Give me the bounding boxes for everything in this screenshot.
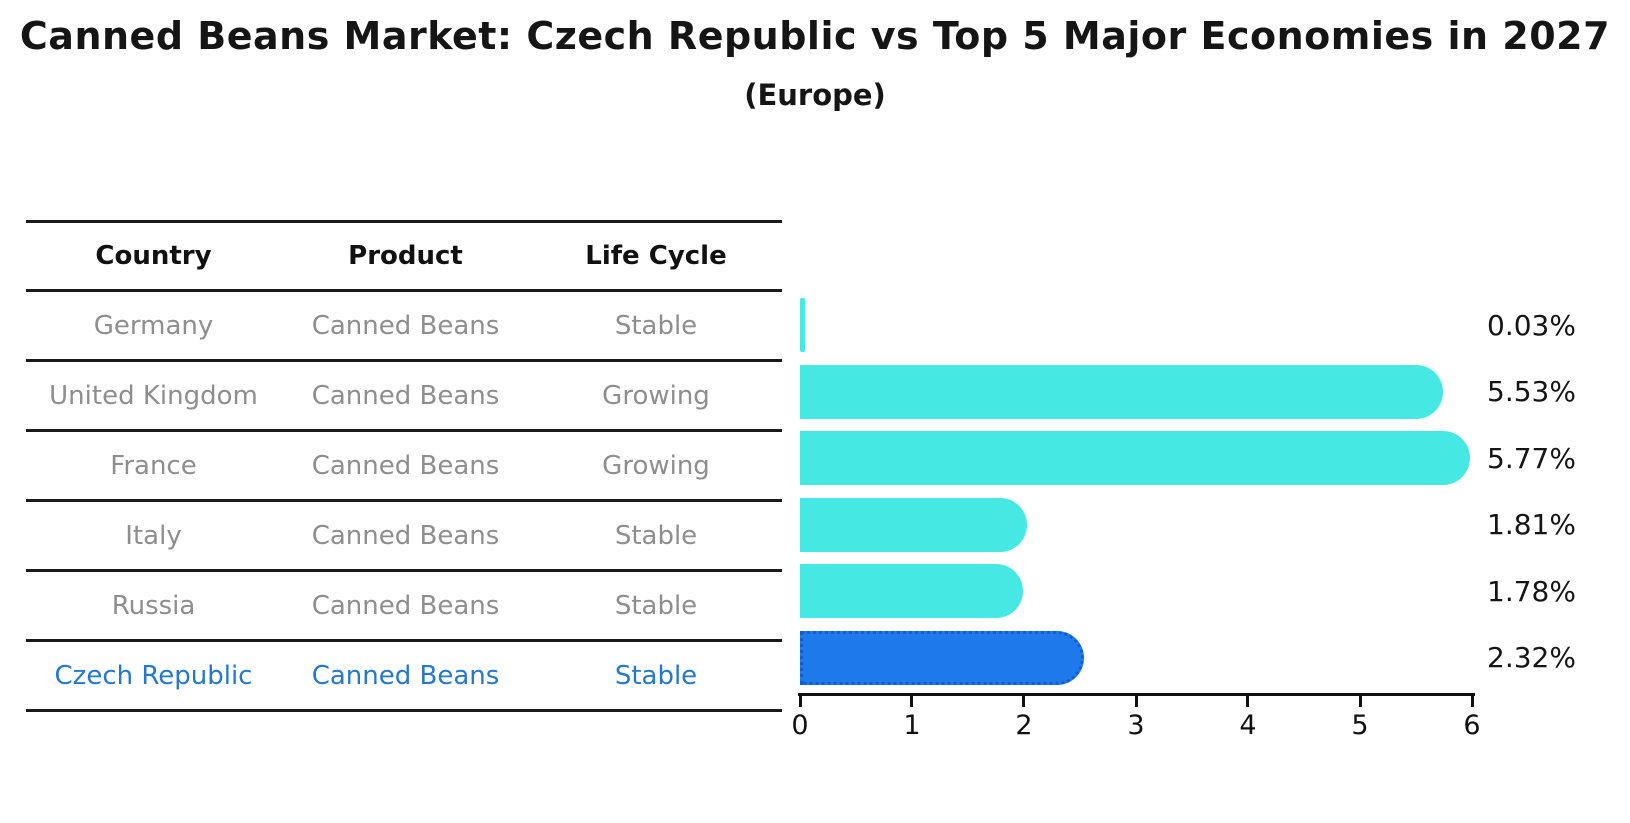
bar-value-row: 1.78% (1487, 558, 1627, 625)
table-cell-product: Canned Beans (311, 660, 500, 691)
x-tick-label: 3 (1127, 710, 1145, 741)
table-cell-country: Czech Republic (54, 660, 253, 691)
table-row: United Kingdom Canned Beans Growing (26, 362, 782, 432)
bar (800, 564, 1024, 619)
table-cell-country: Germany (93, 310, 214, 341)
table-cell-life-cycle: Stable (614, 520, 698, 551)
table-row: Germany Canned Beans Stable (26, 292, 782, 362)
bar-plot-area (800, 292, 1472, 691)
table-cell-country: Italy (125, 520, 182, 551)
x-tick-label: 0 (791, 710, 809, 741)
bar-row (800, 492, 1472, 559)
table-cell-product: Canned Beans (311, 590, 500, 621)
x-tick-label: 1 (903, 710, 921, 741)
x-tick (1246, 696, 1250, 707)
table-body: Germany Canned Beans Stable United Kingdom C… (26, 292, 782, 712)
bar-row (800, 359, 1472, 426)
table-cell-country: France (110, 450, 197, 481)
bar-value-label: 2.32% (1487, 641, 1576, 675)
table-row: Russia Canned Beans Stable (26, 572, 782, 642)
bar-value-labels: 0.03% 5.53% 5.77% 1.81% 1.78% 2.32% (1487, 292, 1627, 691)
table-cell-life-cycle: Stable (614, 660, 698, 691)
data-table: Country Product Life Cycle Germany Canned… (26, 220, 782, 712)
bar-value-label: 1.81% (1487, 508, 1576, 542)
bar-row (800, 425, 1472, 492)
bar-value-label: 5.53% (1487, 375, 1576, 409)
x-tick (910, 696, 914, 707)
table-header-country: Country (95, 241, 212, 271)
x-tick (1358, 696, 1362, 707)
bar (800, 298, 805, 353)
bar-value-row: 1.81% (1487, 492, 1627, 559)
x-tick-label: 2 (1015, 710, 1033, 741)
table-cell-product: Canned Beans (311, 380, 500, 411)
table-cell-life-cycle: Growing (602, 450, 710, 481)
bar-value-row: 0.03% (1487, 292, 1627, 359)
bar-value-row: 2.32% (1487, 625, 1627, 692)
table-header-row: Country Product Life Cycle (26, 220, 782, 292)
bar-value-label: 0.03% (1487, 308, 1576, 342)
bar (800, 630, 1084, 685)
chart-subtitle: (Europe) (744, 78, 886, 112)
bar-row (800, 292, 1472, 359)
x-axis-line (798, 693, 1475, 696)
bar (800, 364, 1444, 419)
x-axis-ticks: 0 1 2 3 4 5 6 (791, 696, 1481, 746)
table-row: Italy Canned Beans Stable (26, 502, 782, 572)
table-header-product: Product (348, 241, 463, 271)
table-cell-life-cycle: Growing (602, 380, 710, 411)
bar-row (800, 625, 1472, 692)
table-header-life-cycle: Life Cycle (585, 241, 727, 271)
x-tick (1022, 696, 1026, 707)
chart-title: Canned Beans Market: Czech Republic vs T… (19, 14, 1611, 58)
bar-value-label: 5.77% (1487, 441, 1576, 475)
table-row: France Canned Beans Growing (26, 432, 782, 502)
table-cell-life-cycle: Stable (614, 590, 698, 621)
table-cell-product: Canned Beans (311, 450, 500, 481)
x-tick-label: 4 (1239, 710, 1257, 741)
bar-value-row: 5.53% (1487, 359, 1627, 426)
table-cell-country: Russia (111, 590, 196, 621)
table-cell-product: Canned Beans (311, 520, 500, 551)
bar (800, 497, 1027, 552)
table-row: Czech Republic Canned Beans Stable (26, 642, 782, 712)
table-cell-country: United Kingdom (49, 380, 258, 411)
bar-value-row: 5.77% (1487, 425, 1627, 492)
x-tick (1134, 696, 1138, 707)
bar-row (800, 558, 1472, 625)
x-tick-label: 5 (1351, 710, 1369, 741)
x-tick (798, 696, 802, 707)
bar-value-label: 1.78% (1487, 574, 1576, 608)
table-cell-life-cycle: Stable (614, 310, 698, 341)
x-tick (1470, 696, 1474, 707)
x-tick-label: 6 (1463, 710, 1481, 741)
table-cell-product: Canned Beans (311, 310, 500, 341)
bar (800, 431, 1471, 486)
